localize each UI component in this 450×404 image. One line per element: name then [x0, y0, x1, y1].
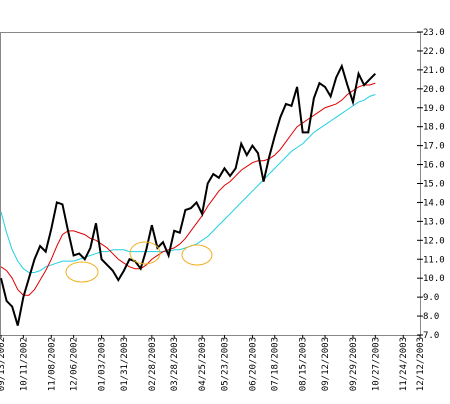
y-tick-label: 15.0 [423, 180, 445, 190]
y-tick-label: 9.0 [423, 293, 439, 303]
y-tick-label: 7.0 [423, 331, 439, 341]
y-tick-label: 10.0 [423, 274, 445, 284]
y-tick-label: 14.0 [423, 198, 445, 208]
x-tick-label: 03/28/2003 [170, 337, 180, 391]
highlight [181, 244, 213, 266]
x-tick-label: 04/25/2003 [198, 337, 208, 391]
x-tick-label: 05/23/2003 [220, 337, 230, 391]
y-tick-label: 16.0 [423, 161, 445, 171]
x-tick-label: 09/13/2002 [0, 337, 7, 391]
x-tick-label: 11/08/2002 [47, 337, 57, 391]
y-tick-label: 12.0 [423, 236, 445, 246]
y-tick-label: 8.0 [423, 312, 439, 322]
highlight [129, 241, 161, 265]
y-tick-label: 21.0 [423, 66, 445, 76]
x-tick-label: 06/20/2003 [248, 337, 258, 391]
x-tick-label: 07/18/2003 [271, 337, 281, 391]
x-tick-label: 01/03/2003 [98, 337, 108, 391]
price-line [0, 82, 376, 296]
x-tick-label: 01/31/2003 [120, 337, 130, 391]
y-tick-label: 18.0 [423, 123, 445, 133]
x-tick-label: 09/12/2003 [321, 337, 331, 391]
x-tick-label: 09/29/2003 [349, 337, 359, 391]
x-tick-label: 12/12/2003 [416, 337, 426, 391]
y-tick-label: 11.0 [423, 255, 445, 265]
x-tick-label: 11/24/2003 [399, 337, 409, 391]
y-tick-label: 17.0 [423, 142, 445, 152]
y-tick-label: 19.0 [423, 104, 445, 114]
x-tick-label: 02/28/2003 [148, 337, 158, 391]
y-tick-label: 13.0 [423, 217, 445, 227]
highlight [65, 261, 99, 283]
x-tick-label: 12/06/2002 [70, 337, 80, 391]
x-tick-label: 08/15/2003 [299, 337, 309, 391]
price-line [0, 63, 377, 326]
y-tick-label: 22.0 [423, 47, 445, 57]
x-tick-label: 10/27/2003 [371, 337, 381, 391]
y-tick-label: 20.0 [423, 85, 445, 95]
y-tick-label: 23.0 [423, 28, 445, 38]
x-tick-label: 10/11/2002 [19, 337, 29, 391]
